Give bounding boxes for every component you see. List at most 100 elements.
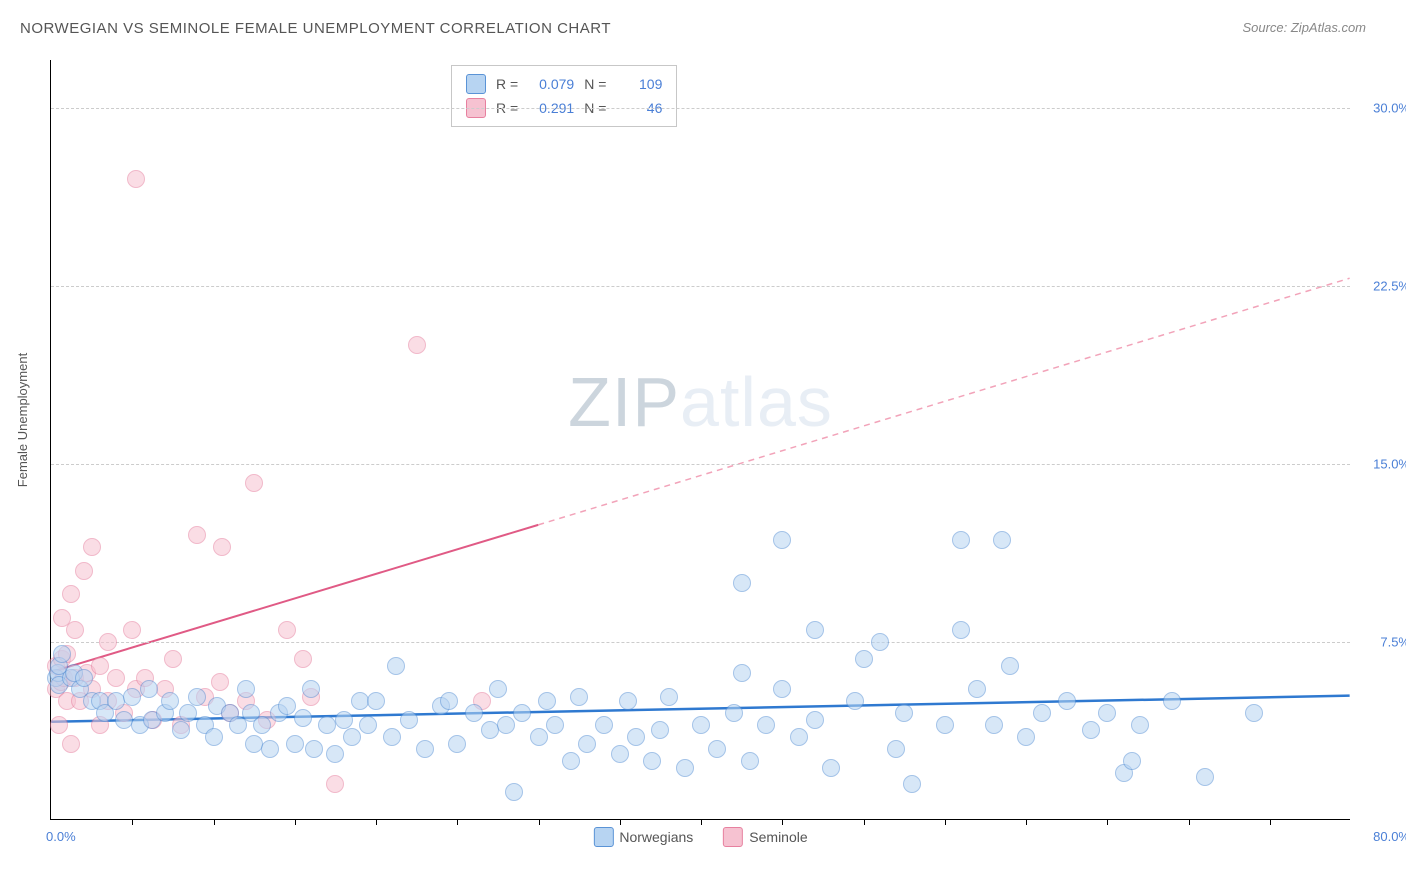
data-point-norwegians bbox=[497, 716, 515, 734]
data-point-norwegians bbox=[465, 704, 483, 722]
data-point-seminole bbox=[294, 650, 312, 668]
data-point-seminole bbox=[62, 735, 80, 753]
y-axis-label: Female Unemployment bbox=[15, 353, 30, 487]
data-point-norwegians bbox=[115, 711, 133, 729]
data-point-norwegians bbox=[895, 704, 913, 722]
data-point-norwegians bbox=[570, 688, 588, 706]
x-tick bbox=[864, 819, 865, 825]
data-point-norwegians bbox=[367, 692, 385, 710]
data-point-norwegians bbox=[773, 531, 791, 549]
data-point-seminole bbox=[99, 633, 117, 651]
data-point-seminole bbox=[326, 775, 344, 793]
data-point-norwegians bbox=[489, 680, 507, 698]
data-point-norwegians bbox=[546, 716, 564, 734]
data-point-norwegians bbox=[1131, 716, 1149, 734]
source-label: Source: ZipAtlas.com bbox=[1242, 20, 1366, 35]
data-point-norwegians bbox=[383, 728, 401, 746]
data-point-norwegians bbox=[335, 711, 353, 729]
data-point-seminole bbox=[127, 170, 145, 188]
data-point-norwegians bbox=[359, 716, 377, 734]
stats-row-norwegians: R = 0.079 N = 109 bbox=[466, 72, 662, 96]
data-point-norwegians bbox=[286, 735, 304, 753]
x-tick bbox=[214, 819, 215, 825]
data-point-seminole bbox=[91, 657, 109, 675]
x-tick bbox=[1026, 819, 1027, 825]
data-point-norwegians bbox=[993, 531, 1011, 549]
n-value-norwegians: 109 bbox=[614, 76, 662, 92]
data-point-norwegians bbox=[578, 735, 596, 753]
y-tick-label: 15.0% bbox=[1355, 456, 1406, 471]
data-point-seminole bbox=[50, 716, 68, 734]
data-point-norwegians bbox=[968, 680, 986, 698]
swatch-norwegians bbox=[466, 74, 486, 94]
data-point-norwegians bbox=[936, 716, 954, 734]
x-tick bbox=[376, 819, 377, 825]
data-point-norwegians bbox=[1017, 728, 1035, 746]
data-point-norwegians bbox=[985, 716, 1003, 734]
legend-label-seminole: Seminole bbox=[749, 829, 807, 845]
data-point-norwegians bbox=[733, 574, 751, 592]
data-point-seminole bbox=[75, 562, 93, 580]
data-point-norwegians bbox=[53, 645, 71, 663]
grid-line bbox=[51, 108, 1350, 109]
data-point-norwegians bbox=[846, 692, 864, 710]
data-point-norwegians bbox=[1123, 752, 1141, 770]
data-point-norwegians bbox=[1082, 721, 1100, 739]
data-point-seminole bbox=[66, 621, 84, 639]
swatch-norwegians bbox=[593, 827, 613, 847]
data-point-norwegians bbox=[619, 692, 637, 710]
data-point-norwegians bbox=[643, 752, 661, 770]
x-tick bbox=[539, 819, 540, 825]
data-point-norwegians bbox=[595, 716, 613, 734]
data-point-norwegians bbox=[651, 721, 669, 739]
x-tick bbox=[295, 819, 296, 825]
data-point-norwegians bbox=[903, 775, 921, 793]
x-tick-label: 80.0% bbox=[1373, 829, 1406, 844]
data-point-norwegians bbox=[660, 688, 678, 706]
data-point-norwegians bbox=[530, 728, 548, 746]
data-point-seminole bbox=[164, 650, 182, 668]
x-tick bbox=[701, 819, 702, 825]
grid-line bbox=[51, 464, 1350, 465]
data-point-norwegians bbox=[237, 680, 255, 698]
data-point-norwegians bbox=[773, 680, 791, 698]
data-point-norwegians bbox=[611, 745, 629, 763]
data-point-norwegians bbox=[790, 728, 808, 746]
data-point-norwegians bbox=[952, 621, 970, 639]
data-point-norwegians bbox=[822, 759, 840, 777]
data-point-norwegians bbox=[416, 740, 434, 758]
data-point-seminole bbox=[245, 474, 263, 492]
data-point-norwegians bbox=[708, 740, 726, 758]
r-label: R = bbox=[496, 76, 518, 92]
data-point-seminole bbox=[107, 669, 125, 687]
grid-line bbox=[51, 642, 1350, 643]
legend-item-norwegians: Norwegians bbox=[593, 827, 693, 847]
data-point-norwegians bbox=[1098, 704, 1116, 722]
data-point-norwegians bbox=[1001, 657, 1019, 675]
chart-title: NORWEGIAN VS SEMINOLE FEMALE UNEMPLOYMEN… bbox=[20, 20, 611, 37]
x-tick bbox=[1107, 819, 1108, 825]
x-tick bbox=[1189, 819, 1190, 825]
data-point-seminole bbox=[213, 538, 231, 556]
data-point-norwegians bbox=[326, 745, 344, 763]
data-point-norwegians bbox=[278, 697, 296, 715]
n-label: N = bbox=[584, 76, 606, 92]
data-point-norwegians bbox=[538, 692, 556, 710]
data-point-norwegians bbox=[1163, 692, 1181, 710]
data-point-norwegians bbox=[676, 759, 694, 777]
data-point-norwegians bbox=[448, 735, 466, 753]
x-tick bbox=[782, 819, 783, 825]
data-point-norwegians bbox=[952, 531, 970, 549]
data-point-norwegians bbox=[140, 680, 158, 698]
data-point-norwegians bbox=[1245, 704, 1263, 722]
data-point-norwegians bbox=[179, 704, 197, 722]
data-point-norwegians bbox=[627, 728, 645, 746]
x-tick bbox=[945, 819, 946, 825]
data-point-seminole bbox=[83, 538, 101, 556]
data-point-norwegians bbox=[806, 711, 824, 729]
x-tick bbox=[132, 819, 133, 825]
r-value-norwegians: 0.079 bbox=[526, 76, 574, 92]
data-point-norwegians bbox=[294, 709, 312, 727]
grid-line bbox=[51, 286, 1350, 287]
watermark: ZIPatlas bbox=[568, 362, 833, 442]
